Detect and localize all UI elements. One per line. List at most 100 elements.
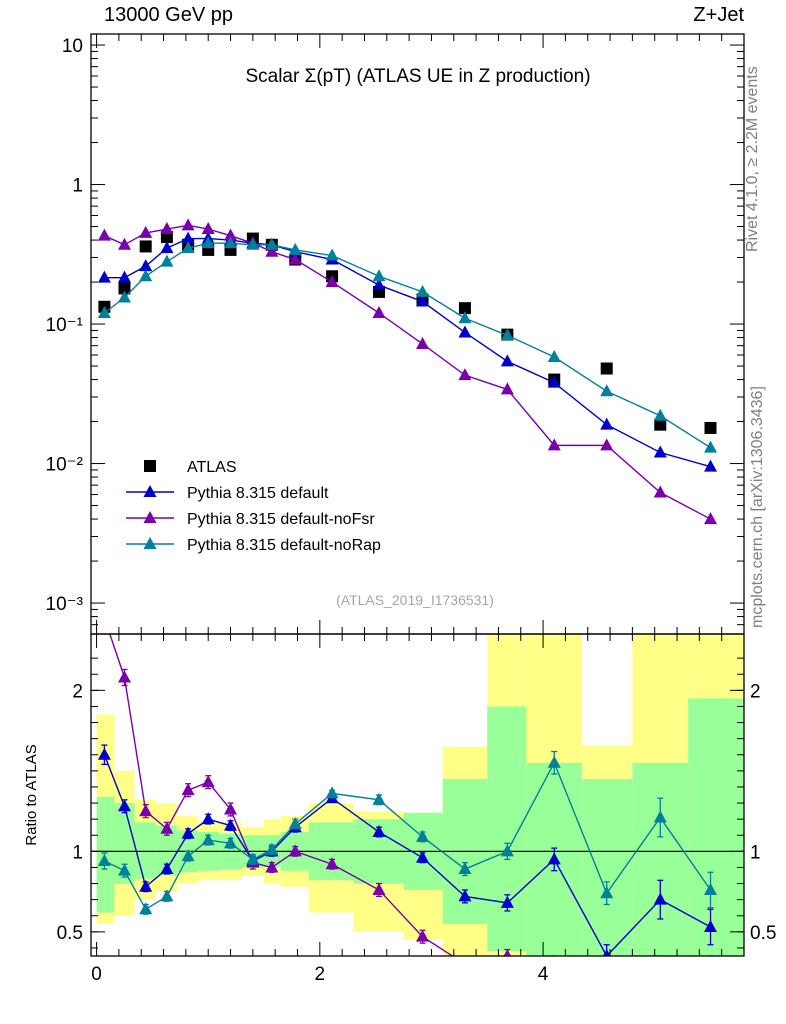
ratio-marker — [653, 892, 667, 905]
ratio-marker — [653, 810, 667, 823]
series-marker — [600, 384, 614, 397]
ratio-tick-label-right: 0.5 — [750, 923, 776, 944]
ratio-marker — [372, 882, 386, 895]
series-marker — [325, 275, 339, 288]
band-green-17 — [632, 762, 689, 956]
series-marker — [372, 278, 386, 291]
ratio-marker — [288, 816, 302, 829]
ratio-marker — [160, 862, 174, 875]
ratio-marker — [503, 949, 512, 956]
ratio-marker — [416, 929, 430, 942]
ratio-marker — [704, 957, 717, 969]
plot-frame — [90, 33, 745, 957]
series-marker — [288, 252, 302, 265]
ratio-marker — [117, 670, 131, 683]
ratio-marker — [160, 821, 174, 834]
ratio-tick-label-right: 2 — [750, 681, 761, 702]
atlas-point — [139, 240, 152, 253]
series-marker — [653, 445, 667, 458]
series-marker — [704, 440, 718, 453]
series-marker — [325, 248, 339, 261]
series-marker — [547, 375, 561, 388]
series-marker — [181, 218, 195, 231]
series-marker — [500, 354, 514, 367]
band-green-3 — [155, 825, 177, 876]
ratio-marker — [201, 812, 215, 825]
legend-marker — [143, 485, 157, 497]
legend-label: Pythia 8.315 default-noRap — [187, 537, 381, 554]
series-marker — [139, 269, 153, 282]
series-marker — [224, 236, 238, 249]
header-right: Z+Jet — [693, 4, 744, 26]
ratio-tick-label-left: 2 — [72, 681, 83, 702]
ratio-marker — [458, 862, 472, 875]
band-green-18 — [688, 698, 744, 956]
series-main-2 — [97, 218, 718, 525]
ratio-marker — [181, 826, 195, 839]
ratio-marker — [246, 852, 260, 865]
series-marker — [265, 237, 279, 250]
series-marker — [139, 259, 153, 272]
series-marker — [653, 408, 667, 421]
ratio-marker — [325, 786, 339, 799]
axes: 10 1 10⁻¹ 10⁻² 10⁻³ 0 2 4 0.5 0.5 1 1 2 2 — [46, 34, 776, 985]
chart-title: Scalar Σ(pT) (ATLAS UE in Z production) — [245, 66, 590, 87]
series-marker — [181, 231, 195, 244]
series-marker — [547, 438, 561, 451]
series-marker — [139, 225, 153, 238]
ratio-marker — [600, 886, 614, 899]
series-marker — [117, 270, 131, 283]
ratio-marker — [224, 836, 238, 849]
atlas-point — [704, 421, 717, 434]
ratio-marker — [98, 611, 111, 623]
ratio-marker — [117, 799, 131, 812]
ratio-marker — [117, 863, 131, 876]
series-marker — [201, 222, 215, 235]
ratio-tick-label-left: 0.5 — [57, 923, 83, 944]
ratio-marker — [654, 957, 667, 969]
ratio-marker — [325, 857, 339, 870]
ratio-marker — [265, 842, 279, 855]
band-green-0 — [96, 796, 115, 913]
series-line — [104, 237, 711, 468]
side-label-bottom: mcplots.cern.ch [arXiv:1306.3436] — [749, 386, 766, 628]
band-green-2 — [134, 822, 156, 879]
atlas-point — [654, 418, 667, 431]
ratio-marker — [458, 957, 471, 969]
ratio-marker — [139, 879, 153, 892]
ratio-marker — [97, 854, 111, 867]
ratio-marker — [500, 895, 514, 908]
atlas-point — [600, 362, 613, 375]
series-marker — [600, 438, 614, 451]
ratio-marker — [139, 804, 153, 817]
y-tick-label: 1 — [72, 176, 83, 197]
series-marker — [288, 242, 302, 255]
y-tick-label: 10⁻² — [46, 455, 84, 476]
ratio-marker — [97, 747, 111, 760]
ratio-marker — [600, 960, 613, 972]
ratio-marker — [288, 844, 302, 857]
series-marker — [224, 228, 238, 241]
ratio-marker — [704, 920, 718, 933]
analysis-tag: (ATLAS_2019_I1736531) — [336, 592, 494, 608]
ratio-marker — [181, 849, 195, 862]
ratio-marker — [548, 957, 561, 969]
series-marker — [117, 237, 131, 250]
ratio-marker — [139, 902, 153, 915]
ratio-marker — [372, 825, 386, 838]
series-marker — [372, 306, 386, 319]
series-marker — [704, 512, 718, 525]
series-marker — [97, 270, 111, 283]
ratio-tick-label-left: 1 — [72, 842, 83, 863]
legend-marker — [143, 537, 157, 549]
series-main-3 — [97, 236, 718, 453]
series-ratio-2 — [98, 611, 717, 972]
ratio-marker — [224, 802, 238, 815]
series-line — [103, 242, 711, 449]
legend-marker-atlas — [144, 460, 156, 472]
series-marker — [458, 368, 472, 381]
y-tick-label: 10 — [62, 36, 83, 57]
ratio-marker — [416, 850, 430, 863]
x-tick-label: 2 — [315, 964, 326, 985]
series-marker — [181, 241, 195, 254]
